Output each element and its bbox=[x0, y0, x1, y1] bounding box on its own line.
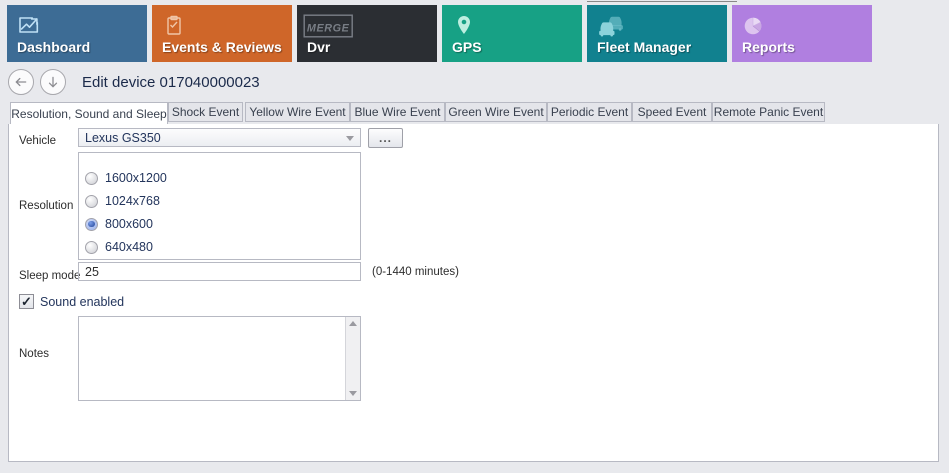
svg-text:MERGE: MERGE bbox=[307, 22, 350, 34]
